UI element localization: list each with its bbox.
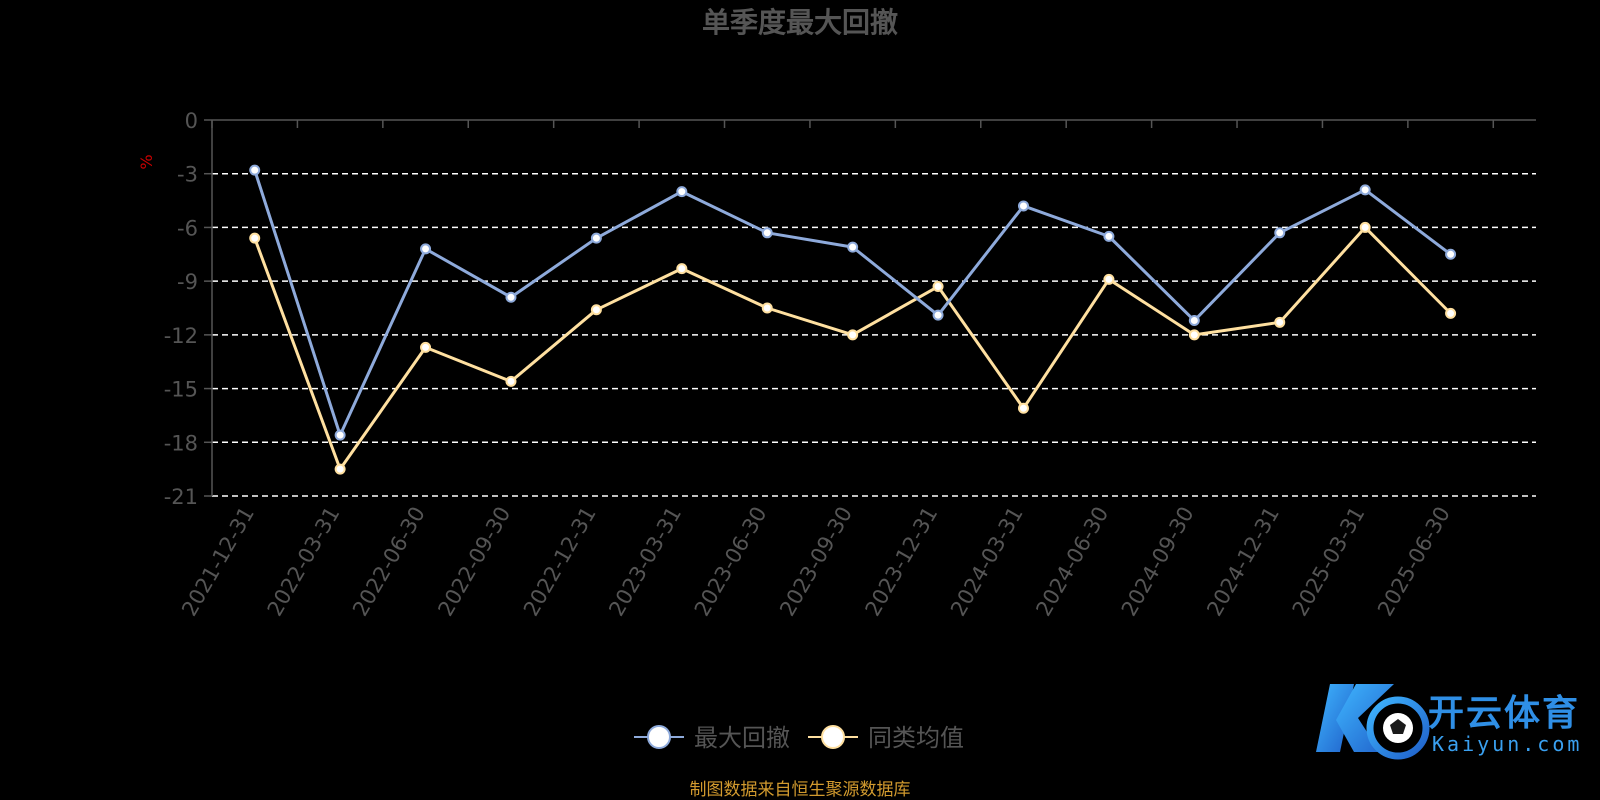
x-tick-label: 2022-12-31: [519, 503, 601, 621]
x-tick-label: 2024-06-30: [1031, 503, 1113, 621]
watermark-text: 开云体育: [1428, 693, 1581, 734]
series-line: [253, 169, 1452, 437]
legend-marker: [647, 725, 671, 749]
data-point[interactable]: [932, 281, 944, 293]
series-1: [249, 221, 1457, 475]
data-point[interactable]: [1103, 273, 1115, 285]
y-tick-label: 0: [185, 109, 198, 133]
data-point[interactable]: [1359, 184, 1371, 196]
data-point[interactable]: [1445, 248, 1457, 260]
x-tick-label: 2023-12-31: [861, 502, 943, 620]
series-lines: [249, 164, 1457, 475]
legend-item-0[interactable]: 最大回撤: [634, 724, 790, 752]
data-point[interactable]: [1188, 315, 1200, 327]
data-point[interactable]: [1017, 402, 1029, 414]
data-point[interactable]: [334, 463, 346, 475]
watermark-logo: 开云体育 Kaiyun.com: [1310, 674, 1590, 764]
legend-label: 同类均值: [868, 724, 964, 752]
x-tick-label: 2023-03-31: [604, 503, 686, 621]
y-tick-label: -12: [164, 324, 198, 348]
data-point[interactable]: [1274, 227, 1286, 239]
data-point[interactable]: [847, 329, 859, 341]
data-point[interactable]: [249, 232, 261, 244]
legend-marker: [821, 725, 845, 749]
y-tick-label: -15: [164, 378, 198, 402]
data-point[interactable]: [932, 309, 944, 321]
x-tick-label: 2025-03-31: [1288, 503, 1370, 621]
chart-title: 单季度最大回撤: [702, 6, 898, 39]
y-tick-label: -6: [177, 216, 198, 240]
y-tick-label: -18: [164, 431, 198, 455]
data-point[interactable]: [590, 232, 602, 244]
data-point[interactable]: [761, 302, 773, 314]
series-0: [249, 164, 1457, 441]
x-tick-label: 2022-03-31: [263, 503, 345, 621]
y-tick-label: -21: [164, 485, 198, 509]
watermark-subtext: Kaiyun.com: [1432, 732, 1583, 756]
x-tick-label: 2024-12-31: [1202, 503, 1284, 621]
data-point[interactable]: [676, 186, 688, 198]
data-point[interactable]: [1017, 200, 1029, 212]
source-note: 制图数据来自恒生聚源数据库: [690, 780, 911, 800]
y-tick-label: -3: [177, 163, 198, 187]
data-point[interactable]: [761, 227, 773, 239]
y-axis-unit: %: [137, 154, 156, 169]
data-point[interactable]: [420, 243, 432, 255]
x-tick-label: 2023-09-30: [775, 503, 857, 621]
data-point[interactable]: [676, 263, 688, 275]
data-point[interactable]: [505, 375, 517, 387]
legend-label: 最大回撤: [694, 724, 790, 752]
data-point[interactable]: [505, 291, 517, 303]
legend[interactable]: 最大回撤 同类均值: [634, 724, 964, 752]
data-point[interactable]: [590, 304, 602, 316]
x-tick-label: 2025-06-30: [1373, 503, 1455, 621]
x-tick-label: 2021-12-31: [177, 503, 259, 621]
x-tick-label: 2023-06-30: [690, 503, 772, 621]
data-point[interactable]: [1445, 307, 1457, 319]
data-point[interactable]: [1188, 329, 1200, 341]
x-tick-label: 2024-09-30: [1117, 503, 1199, 621]
data-point[interactable]: [1103, 230, 1115, 242]
data-point[interactable]: [1274, 316, 1286, 328]
legend-item-1[interactable]: 同类均值: [808, 724, 964, 752]
x-tick-label: 2022-09-30: [433, 503, 515, 621]
grid-lines: [212, 172, 1536, 497]
series-line: [253, 225, 1452, 471]
data-point[interactable]: [334, 429, 346, 441]
x-tick-label: 2024-03-31: [946, 503, 1028, 621]
data-point[interactable]: [420, 341, 432, 353]
data-point[interactable]: [1359, 221, 1371, 233]
y-tick-label: -9: [177, 270, 198, 294]
data-point[interactable]: [249, 164, 261, 176]
data-point[interactable]: [847, 241, 859, 253]
kaiyun-logo-icon: [1316, 684, 1430, 760]
x-tick-label: 2022-06-30: [348, 503, 430, 621]
